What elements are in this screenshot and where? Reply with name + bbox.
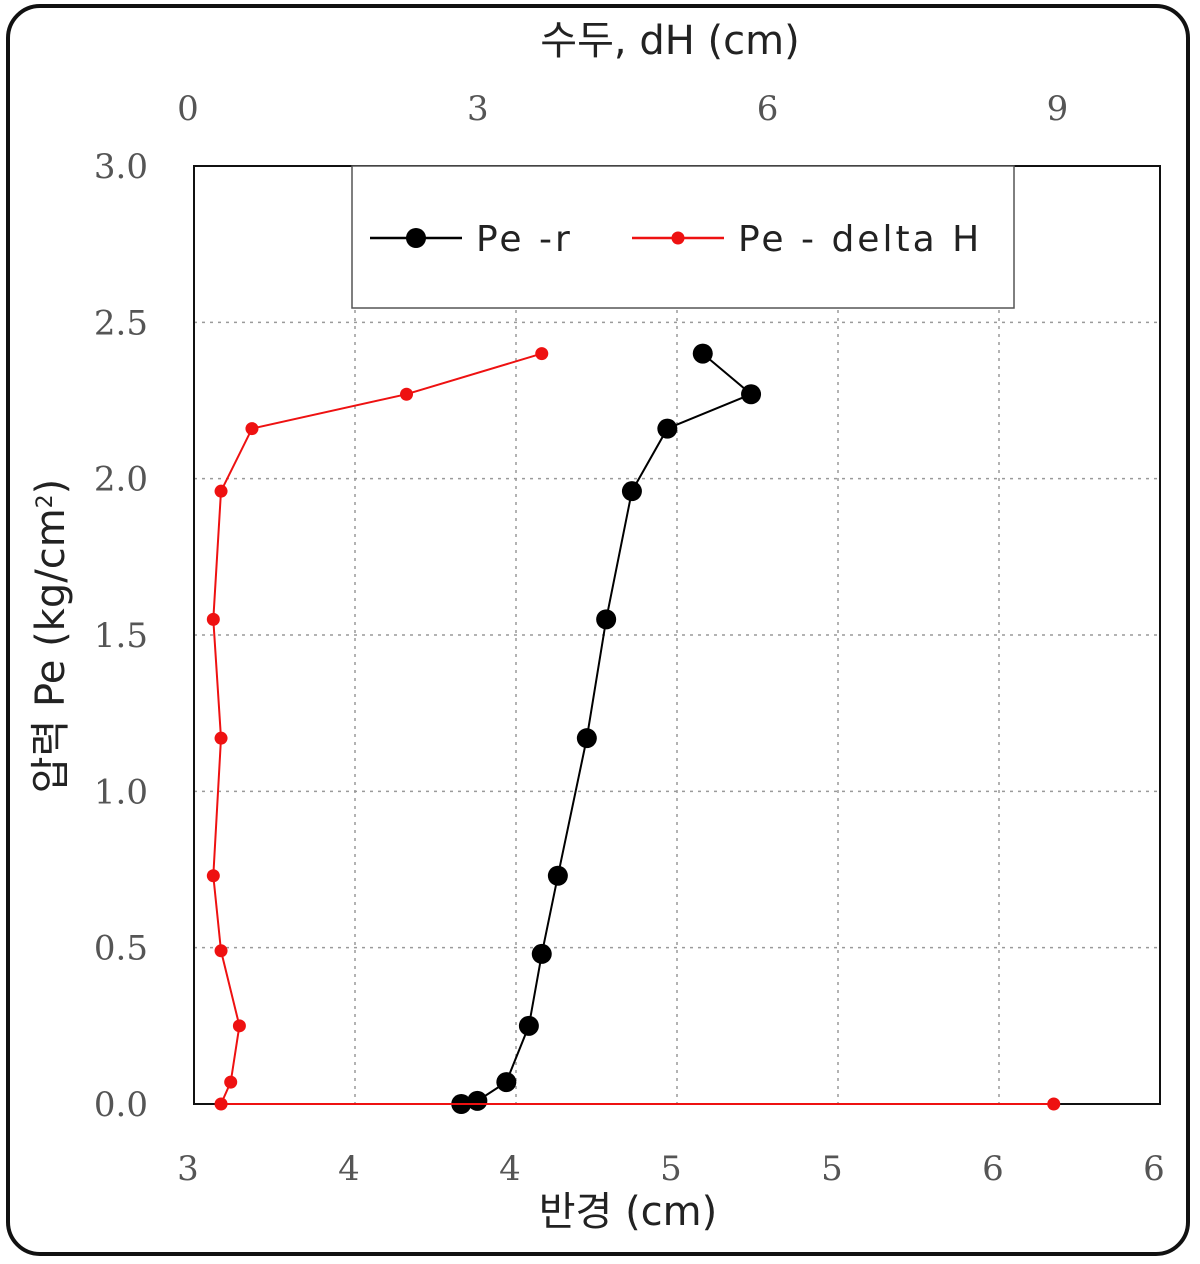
data-point: [657, 418, 678, 439]
bottom-tick-label: 4: [499, 1149, 521, 1189]
bottom-tick-label: 4: [338, 1149, 360, 1189]
legend-label-pe-r: Pe -r: [476, 219, 573, 260]
data-point: [214, 944, 228, 958]
top-tick-label: 9: [1047, 89, 1069, 129]
left-tick-label: 0.0: [94, 1085, 148, 1125]
legend-marker-pe-delta-h: [671, 231, 685, 245]
legend-marker-pe-r: [406, 228, 426, 248]
left-tick-label: 2.0: [94, 460, 148, 500]
legend-label-pe-delta-h: Pe - delta H: [738, 219, 982, 260]
data-point: [1047, 1097, 1061, 1111]
data-point: [232, 1019, 246, 1033]
data-point: [535, 347, 549, 361]
data-point: [596, 609, 617, 630]
data-point: [518, 1015, 539, 1036]
left-axis-title: 압력 Pe (kg/cm2): [28, 479, 74, 794]
bottom-tick-label: 5: [821, 1149, 843, 1189]
data-point: [576, 728, 597, 749]
top-tick-label: 6: [757, 89, 779, 129]
top-axis-title: 수두, dH (cm): [540, 18, 799, 64]
bottom-tick-label: 3: [177, 1149, 199, 1189]
bottom-axis-title: 반경 (cm): [539, 1189, 717, 1235]
bottom-tick-label: 6: [982, 1149, 1004, 1189]
series-line-0: [461, 352, 754, 1105]
data-point: [692, 343, 713, 364]
data-point: [245, 422, 259, 436]
grid-lines: [194, 166, 1160, 1104]
bottom-tick-label: 5: [660, 1149, 682, 1189]
data-point: [467, 1090, 488, 1111]
data-series: [206, 343, 1061, 1114]
data-point: [214, 1097, 228, 1111]
data-point: [214, 484, 228, 498]
left-tick-label: 1.0: [94, 772, 148, 812]
data-point: [496, 1072, 517, 1093]
left-tick-label: 1.5: [94, 616, 148, 656]
top-tick-label: 3: [467, 89, 489, 129]
legend: Pe -r Pe - delta H: [351, 165, 1015, 309]
bottom-tick-label: 6: [1143, 1149, 1165, 1189]
data-point: [206, 869, 220, 883]
data-point: [214, 731, 228, 745]
left-tick-label: 0.5: [94, 929, 148, 969]
data-point: [224, 1075, 238, 1089]
data-point: [531, 943, 552, 964]
data-point: [400, 387, 414, 401]
data-point: [206, 612, 220, 626]
tick-labels: 0.0 0.5 1.0 1.5 2.0 2.5 3.0 3 4 4 5 5 6 6 0 3 6 9: [94, 89, 1165, 1189]
series-line-1: [212, 352, 1054, 1105]
data-point: [621, 481, 642, 502]
data-point: [741, 384, 762, 405]
top-tick-label: 0: [177, 89, 199, 129]
data-point: [547, 865, 568, 886]
left-tick-label: 3.0: [94, 147, 148, 187]
left-tick-label: 2.5: [94, 303, 148, 343]
